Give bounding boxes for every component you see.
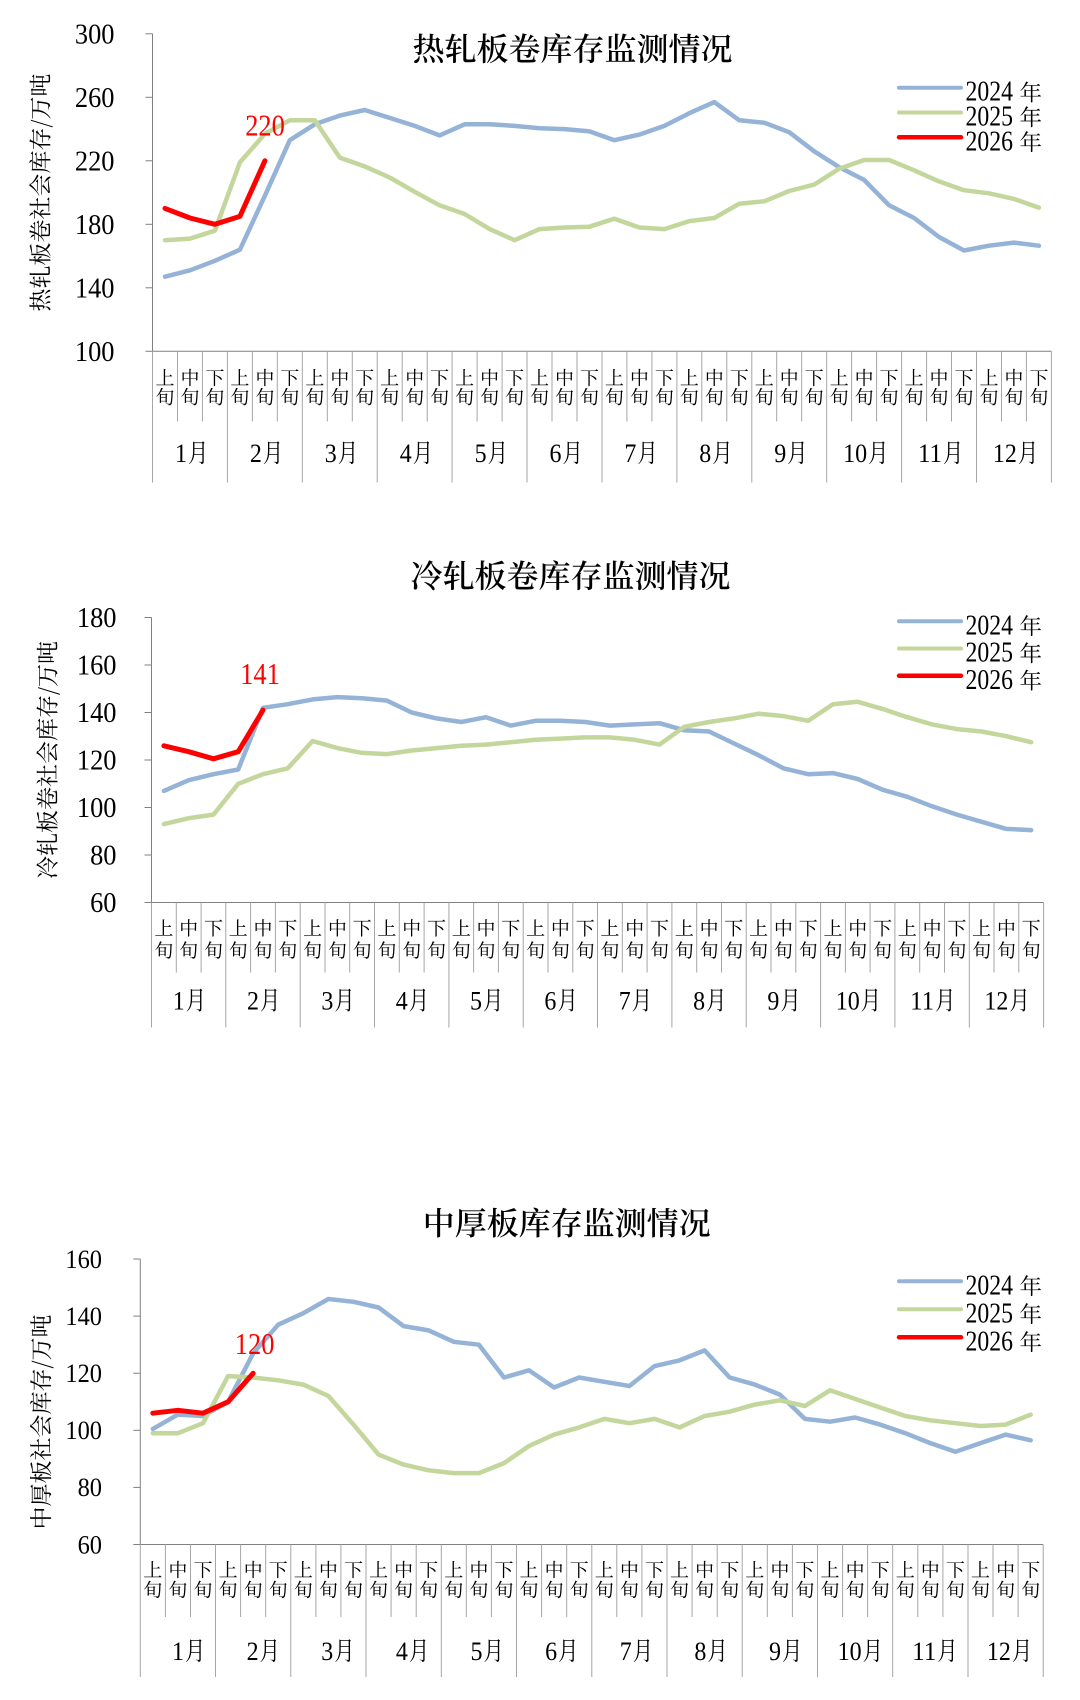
svg-text:7: 7 <box>620 1637 632 1666</box>
svg-text:4: 4 <box>396 987 408 1016</box>
svg-text:9: 9 <box>767 987 779 1016</box>
svg-text:5: 5 <box>471 1637 483 1666</box>
svg-text:7: 7 <box>624 439 636 468</box>
svg-text:10: 10 <box>836 987 860 1016</box>
svg-text:2: 2 <box>247 987 259 1016</box>
svg-text:12: 12 <box>993 439 1017 468</box>
svg-text:2026: 2026 <box>966 664 1014 696</box>
svg-text:140: 140 <box>77 697 117 729</box>
svg-text:160: 160 <box>65 1244 102 1274</box>
svg-text:2: 2 <box>250 439 262 468</box>
svg-text:100: 100 <box>77 792 117 824</box>
svg-text:2024: 2024 <box>966 609 1014 641</box>
svg-text:60: 60 <box>90 887 116 919</box>
svg-text:260: 260 <box>75 82 115 114</box>
svg-text:140: 140 <box>65 1301 102 1331</box>
svg-text:2026: 2026 <box>966 125 1014 157</box>
svg-text:120: 120 <box>235 1327 275 1361</box>
svg-text:8: 8 <box>693 987 705 1016</box>
svg-text:1: 1 <box>175 439 187 468</box>
svg-text:4: 4 <box>400 439 412 468</box>
svg-text:11: 11 <box>918 439 942 468</box>
svg-text:220: 220 <box>75 145 115 177</box>
svg-text:1: 1 <box>172 1637 184 1666</box>
svg-text:180: 180 <box>77 602 117 634</box>
svg-text:6: 6 <box>550 439 562 468</box>
svg-text:9: 9 <box>769 1637 781 1666</box>
svg-text:120: 120 <box>65 1358 102 1388</box>
svg-text:100: 100 <box>65 1415 102 1445</box>
svg-text:3: 3 <box>321 1637 333 1666</box>
svg-text:5: 5 <box>475 439 487 468</box>
svg-text:10: 10 <box>838 1637 862 1666</box>
svg-text:7: 7 <box>619 987 631 1016</box>
svg-text:4: 4 <box>396 1637 408 1666</box>
svg-text:3: 3 <box>321 987 333 1016</box>
svg-text:220: 220 <box>245 109 285 143</box>
svg-text:1: 1 <box>173 987 185 1016</box>
svg-text:141: 141 <box>240 657 280 691</box>
svg-text:2: 2 <box>247 1637 259 1666</box>
svg-text:80: 80 <box>78 1472 102 1502</box>
svg-text:80: 80 <box>90 840 116 872</box>
svg-text:8: 8 <box>699 439 711 468</box>
svg-text:9: 9 <box>774 439 786 468</box>
svg-text:2026: 2026 <box>966 1325 1014 1357</box>
svg-text:3: 3 <box>325 439 337 468</box>
svg-text:11: 11 <box>912 1637 936 1666</box>
svg-text:2024: 2024 <box>966 1269 1014 1301</box>
svg-text:6: 6 <box>545 1637 557 1666</box>
svg-text:180: 180 <box>75 209 115 241</box>
svg-text:12: 12 <box>987 1637 1011 1666</box>
svg-text:10: 10 <box>843 439 867 468</box>
svg-text:2025: 2025 <box>966 101 1014 133</box>
svg-text:6: 6 <box>544 987 556 1016</box>
svg-text:100: 100 <box>75 336 115 368</box>
svg-text:160: 160 <box>77 650 117 682</box>
svg-text:8: 8 <box>694 1637 706 1666</box>
svg-text:60: 60 <box>78 1529 102 1559</box>
svg-text:2025: 2025 <box>966 637 1014 669</box>
svg-text:2025: 2025 <box>966 1297 1014 1329</box>
svg-text:120: 120 <box>77 745 117 777</box>
svg-text:5: 5 <box>470 987 482 1016</box>
svg-text:2024: 2024 <box>966 76 1014 108</box>
svg-text:11: 11 <box>910 987 934 1016</box>
svg-text:300: 300 <box>75 18 115 50</box>
svg-text:12: 12 <box>984 987 1008 1016</box>
svg-text:140: 140 <box>75 272 115 304</box>
